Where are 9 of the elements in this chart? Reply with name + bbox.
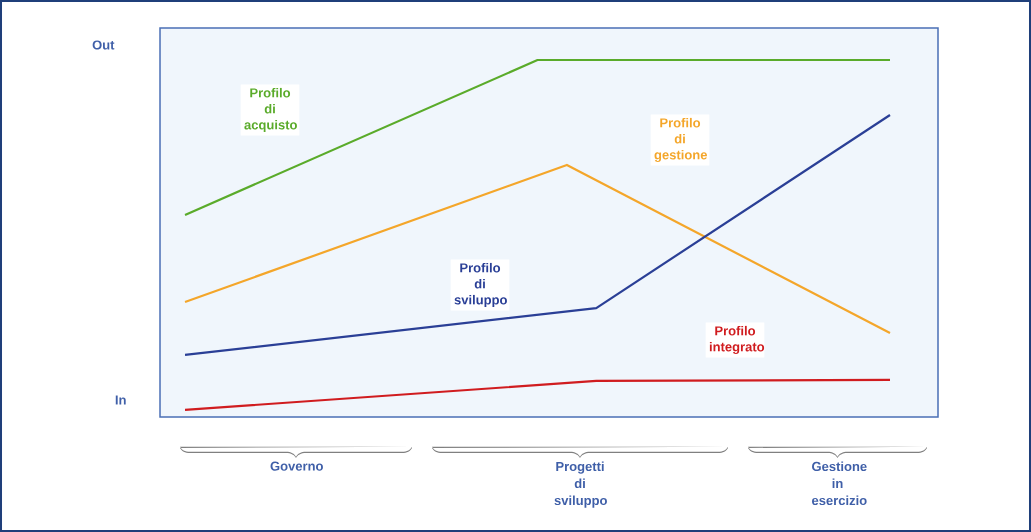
text: Profilo integrato	[709, 325, 765, 355]
text: Progetti di sviluppo	[554, 461, 607, 508]
text: In	[115, 395, 126, 405]
text: Out	[92, 40, 115, 50]
text: Governo	[270, 461, 323, 471]
series-label: Profilo di sviluppo	[454, 262, 507, 308]
text: Gestione in esercizio	[812, 461, 867, 506]
text: Profilo di gestione	[654, 117, 708, 163]
text: Profilo di acquisto	[244, 87, 297, 133]
